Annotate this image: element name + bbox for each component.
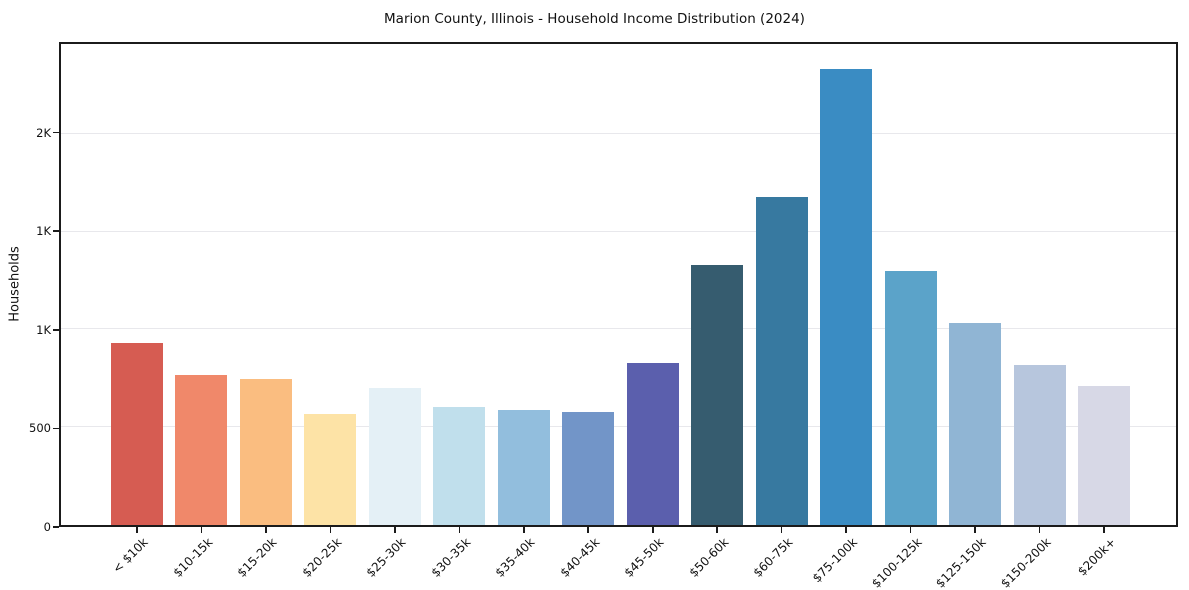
x-tick-mark xyxy=(329,527,332,533)
y-tick-label: 0 xyxy=(43,520,51,534)
y-tick-mark-2K xyxy=(53,131,59,134)
x-tick-label-text: $15-20k xyxy=(234,535,280,580)
x-tick-mark xyxy=(651,527,654,533)
y-tick-mark-1K xyxy=(53,230,59,233)
gridline-1K xyxy=(61,328,1176,330)
x-tick-label-text: $40-45k xyxy=(557,535,603,580)
bar-$50-60k xyxy=(691,264,744,525)
x-tick-mark xyxy=(136,527,138,533)
x-tick-label-text: $10-15k xyxy=(170,535,216,580)
bar-$10-15k xyxy=(175,375,228,525)
x-tick-label-text: $200k+ xyxy=(1074,535,1118,579)
plot-area xyxy=(59,42,1178,527)
y-tick-label: 1K xyxy=(36,322,51,337)
x-tick-label-text: $25-30k xyxy=(363,535,409,580)
y-tick-label: 1K xyxy=(36,224,51,239)
x-tick-label-text: $20-25k xyxy=(299,535,345,580)
bar-$200k+ xyxy=(1078,386,1131,525)
x-tick-mark xyxy=(458,527,461,533)
x-tick-label-text: $50-60k xyxy=(686,535,732,580)
y-tick-mark-0 xyxy=(53,526,59,528)
bar-$20-25k xyxy=(304,413,357,525)
x-tick-label-text: $35-40k xyxy=(492,535,538,580)
y-tick-mark-1K xyxy=(53,329,59,331)
x-tick-mark xyxy=(716,527,719,533)
bar-$75-100k xyxy=(820,69,873,525)
x-tick-mark xyxy=(265,527,267,533)
y-tick-label: 2K xyxy=(36,125,51,140)
bar-$125-150k xyxy=(949,322,1002,525)
bar-$15-20k xyxy=(239,379,292,525)
x-tick-label-text: $75-100k xyxy=(809,535,861,586)
x-tick-label-text: $100-125k xyxy=(868,535,925,590)
x-tick-mark xyxy=(1103,527,1105,533)
y-tick-mark-500 xyxy=(53,427,59,430)
x-tick-label-text: $60-75k xyxy=(750,535,796,580)
bar-$45-50k xyxy=(626,362,679,525)
x-tick-label-text: $45-50k xyxy=(621,535,667,580)
x-tick-mark xyxy=(780,527,783,533)
plot-inner xyxy=(61,44,1176,525)
bar-< $10k xyxy=(111,343,163,525)
gridline-2K xyxy=(61,132,1176,134)
x-tick-mark xyxy=(523,527,525,533)
bar-$25-30k xyxy=(368,388,421,525)
y-tick-label: 500 xyxy=(29,421,51,436)
gridline-500 xyxy=(61,426,1176,428)
bar-$60-75k xyxy=(755,196,808,525)
chart-title: Marion County, Illinois - Household Inco… xyxy=(384,11,805,27)
x-tick-label-text: $30-35k xyxy=(428,535,474,580)
bar-$35-40k xyxy=(497,409,550,525)
x-tick-mark xyxy=(200,527,203,533)
bar-$100-125k xyxy=(884,270,937,525)
x-tick-mark xyxy=(845,527,847,533)
x-tick-mark xyxy=(1038,527,1041,533)
x-tick-label-text: $150-200k xyxy=(997,535,1054,590)
y-axis-label: Households xyxy=(7,246,23,322)
x-tick-mark xyxy=(394,527,396,533)
x-tick-mark xyxy=(909,527,912,533)
x-tick-label-text: $125-150k xyxy=(933,535,990,590)
bar-$30-35k xyxy=(433,406,486,525)
bar-$150-200k xyxy=(1013,364,1066,525)
gridline-1K xyxy=(61,230,1176,232)
x-tick-label-text: < $10k xyxy=(110,535,151,576)
x-tick-mark xyxy=(587,527,590,533)
bar-$40-45k xyxy=(562,411,615,525)
x-tick-mark xyxy=(974,527,976,533)
